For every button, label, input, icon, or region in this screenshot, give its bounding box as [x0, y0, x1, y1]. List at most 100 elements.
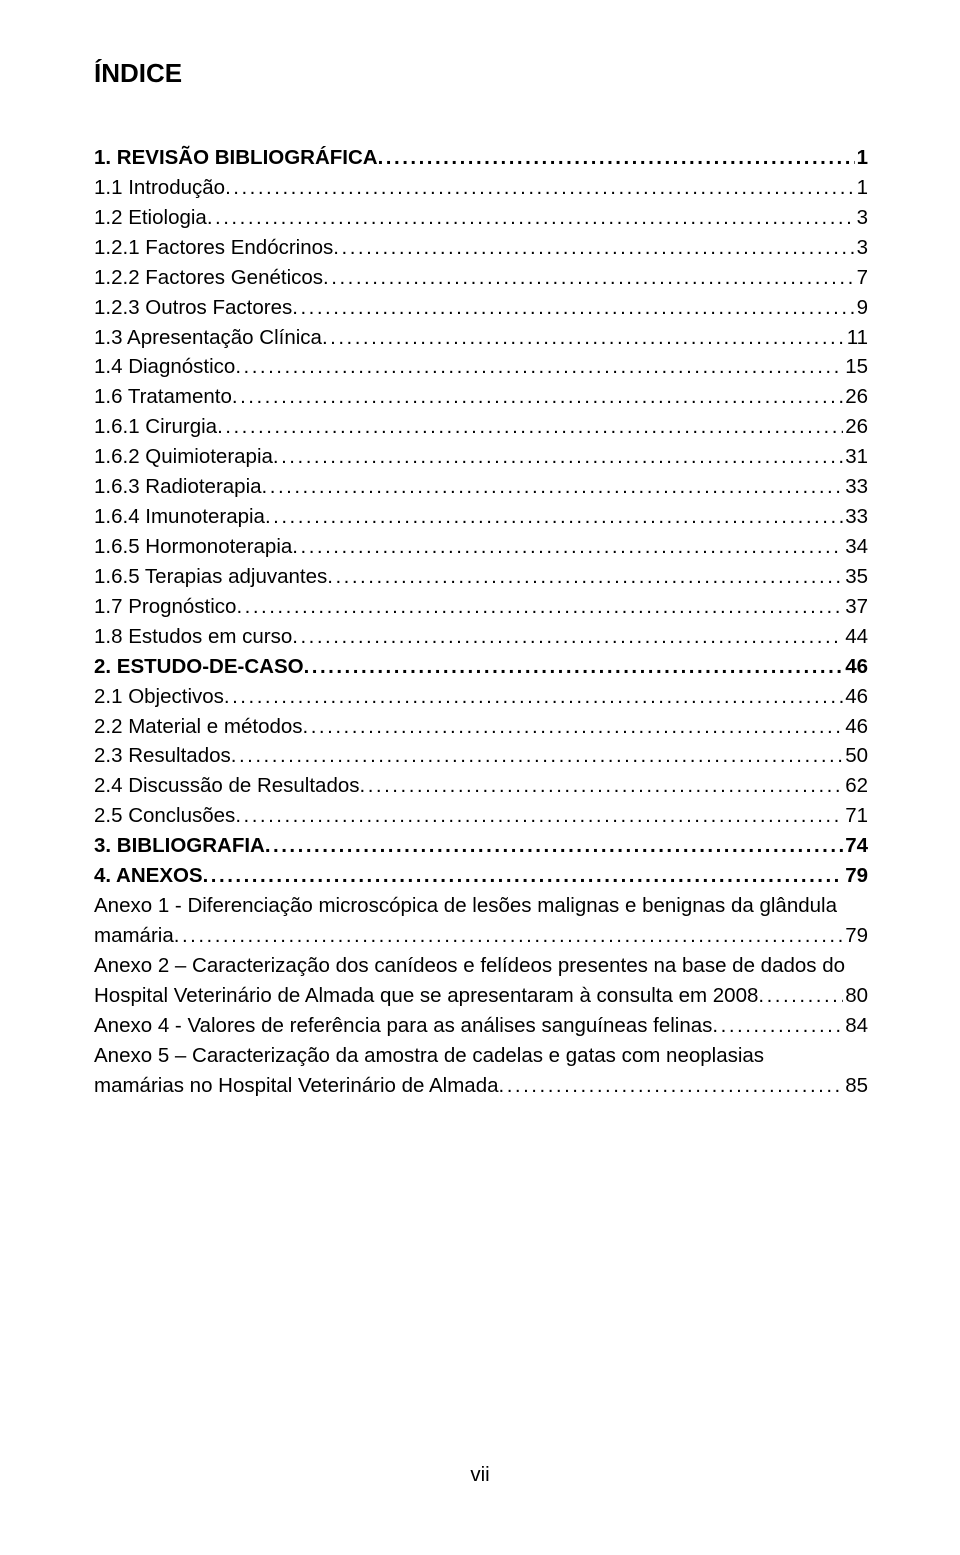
toc-list: 1. REVISÃO BIBLIOGRÁFICA................… [94, 143, 868, 1101]
toc-entry: 2.4 Discussão de Resultados.............… [94, 771, 868, 801]
toc-entry-page: 84 [843, 1011, 868, 1041]
toc-leader-dots: ........................................… [217, 412, 843, 442]
toc-entry-label: 1.1 Introdução [94, 173, 225, 203]
toc-entry-page: 11 [845, 323, 868, 353]
toc-entry-label: 2.5 Conclusões [94, 801, 235, 831]
toc-entry-label: 1.2 Etiologia [94, 203, 207, 233]
toc-entry-label: 1.2.3 Outros Factores [94, 293, 292, 323]
toc-entry-page: 31 [843, 442, 868, 472]
toc-leader-dots: ........................................… [262, 472, 844, 502]
toc-entry-page: 33 [843, 502, 868, 532]
toc-entry-label: 2. ESTUDO-DE-CASO [94, 652, 304, 682]
toc-entry: 1.6.3 Radioterapia......................… [94, 472, 868, 502]
toc-leader-dots: ........................................… [360, 771, 844, 801]
toc-entry: 1.6.2 Quimioterapia.....................… [94, 442, 868, 472]
toc-leader-dots: ........................................… [273, 442, 843, 472]
toc-entry: Anexo 2 – Caracterização dos canídeos e … [94, 951, 868, 1011]
toc-entry-page: 44 [843, 622, 868, 652]
toc-entry-label: 1.6.5 Hormonoterapia [94, 532, 292, 562]
toc-entry-label: Anexo 4 - Valores de referência para as … [94, 1011, 712, 1041]
toc-entry-page: 3 [855, 233, 868, 263]
toc-entry-page: 74 [843, 831, 868, 861]
toc-entry-label: mamárias no Hospital Veterinário de Alma… [94, 1071, 499, 1101]
toc-entry: Anexo 4 - Valores de referência para as … [94, 1011, 868, 1041]
toc-entry-page: 34 [843, 532, 868, 562]
toc-leader-dots: ........................................… [378, 143, 855, 173]
toc-entry-label: 1.6.4 Imunoterapia [94, 502, 265, 532]
toc-entry: 1.6.4 Imunoterapia......................… [94, 502, 868, 532]
toc-entry: 1.8 Estudos em curso....................… [94, 622, 868, 652]
toc-entry-label: Hospital Veterinário de Almada que se ap… [94, 981, 758, 1011]
toc-leader-dots: ........................................… [235, 352, 843, 382]
toc-entry: 2.1 Objectivos..........................… [94, 682, 868, 712]
toc-entry: 4. ANEXOS...............................… [94, 861, 868, 891]
toc-entry-label: 1. REVISÃO BIBLIOGRÁFICA [94, 143, 378, 173]
toc-entry-label: 1.2.1 Factores Endócrinos [94, 233, 333, 263]
toc-leader-dots: ........................................… [236, 592, 843, 622]
toc-entry-label: 1.6 Tratamento [94, 382, 232, 412]
toc-entry: 1.2.2 Factores Genéticos................… [94, 263, 868, 293]
toc-entry-page: 79 [843, 861, 868, 891]
toc-entry: 1.6 Tratamento..........................… [94, 382, 868, 412]
toc-entry-page: 3 [855, 203, 868, 233]
toc-entry-label: 3. BIBLIOGRAFIA [94, 831, 265, 861]
toc-title: ÍNDICE [94, 58, 868, 89]
toc-entry-label: 1.2.2 Factores Genéticos [94, 263, 323, 293]
toc-leader-dots: ........................................… [235, 801, 843, 831]
toc-leader-dots: ........................................… [232, 382, 843, 412]
toc-entry-page: 79 [843, 921, 868, 951]
toc-entry-label: 1.6.5 Terapias adjuvantes [94, 562, 327, 592]
toc-entry-label: 4. ANEXOS [94, 861, 203, 891]
toc-entry: 1.1 Introdução..........................… [94, 173, 868, 203]
toc-entry: 3. BIBLIOGRAFIA.........................… [94, 831, 868, 861]
toc-entry-label: mamária [94, 921, 174, 951]
toc-entry: 2.3 Resultados..........................… [94, 741, 868, 771]
toc-leader-dots: ........................................… [327, 562, 843, 592]
toc-entry-label: 1.6.3 Radioterapia [94, 472, 262, 502]
toc-entry: 1.2 Etiologia...........................… [94, 203, 868, 233]
toc-entry-page: 46 [843, 682, 868, 712]
toc-leader-dots: ........................................… [265, 502, 843, 532]
toc-entry: 2. ESTUDO-DE-CASO.......................… [94, 652, 868, 682]
toc-entry: 2.2 Material e métodos..................… [94, 712, 868, 742]
toc-entry-page: 33 [843, 472, 868, 502]
toc-leader-dots: ........................................… [712, 1011, 843, 1041]
toc-leader-dots: ........................................… [304, 652, 844, 682]
toc-entry-line: Anexo 5 – Caracterização da amostra de c… [94, 1041, 868, 1071]
toc-entry-page: 9 [855, 293, 868, 323]
toc-entry-page: 71 [843, 801, 868, 831]
toc-leader-dots: ........................................… [322, 323, 845, 353]
toc-entry-label: 2.3 Resultados [94, 741, 231, 771]
toc-leader-dots: ........................................… [265, 831, 843, 861]
toc-entry: 1. REVISÃO BIBLIOGRÁFICA................… [94, 143, 868, 173]
toc-entry-label: 2.1 Objectivos [94, 682, 224, 712]
page-number: vii [0, 1463, 960, 1487]
toc-entry-label: 1.3 Apresentação Clínica [94, 323, 322, 353]
toc-leader-dots: ........................................… [303, 712, 844, 742]
toc-entry: 1.3 Apresentação Clínica................… [94, 323, 868, 353]
toc-entry-label: 1.4 Diagnóstico [94, 352, 235, 382]
toc-entry-page: 35 [843, 562, 868, 592]
toc-leader-dots: ........................................… [207, 203, 855, 233]
toc-leader-dots: ........................................… [758, 981, 843, 1011]
toc-leader-dots: ........................................… [174, 921, 843, 951]
toc-entry: Anexo 5 – Caracterização da amostra de c… [94, 1041, 868, 1101]
toc-entry-page: 62 [843, 771, 868, 801]
toc-entry: 1.2.1 Factores Endócrinos...............… [94, 233, 868, 263]
toc-entry-page: 46 [843, 712, 868, 742]
toc-entry-line: Anexo 1 - Diferenciação microscópica de … [94, 891, 868, 921]
toc-entry-page: 26 [843, 382, 868, 412]
toc-leader-dots: ........................................… [225, 173, 855, 203]
toc-entry: 1.4 Diagnóstico.........................… [94, 352, 868, 382]
toc-leader-dots: ........................................… [224, 682, 843, 712]
toc-leader-dots: ........................................… [499, 1071, 844, 1101]
toc-entry-page: 1 [855, 173, 868, 203]
toc-entry-label: 1.7 Prognóstico [94, 592, 236, 622]
toc-entry-label: 2.2 Material e métodos [94, 712, 303, 742]
toc-entry-page: 80 [843, 981, 868, 1011]
toc-entry: 1.7 Prognóstico.........................… [94, 592, 868, 622]
toc-entry: 1.2.3 Outros Factores...................… [94, 293, 868, 323]
toc-leader-dots: ........................................… [333, 233, 854, 263]
toc-entry-page: 1 [855, 143, 868, 173]
toc-entry: 1.6.5 Terapias adjuvantes...............… [94, 562, 868, 592]
